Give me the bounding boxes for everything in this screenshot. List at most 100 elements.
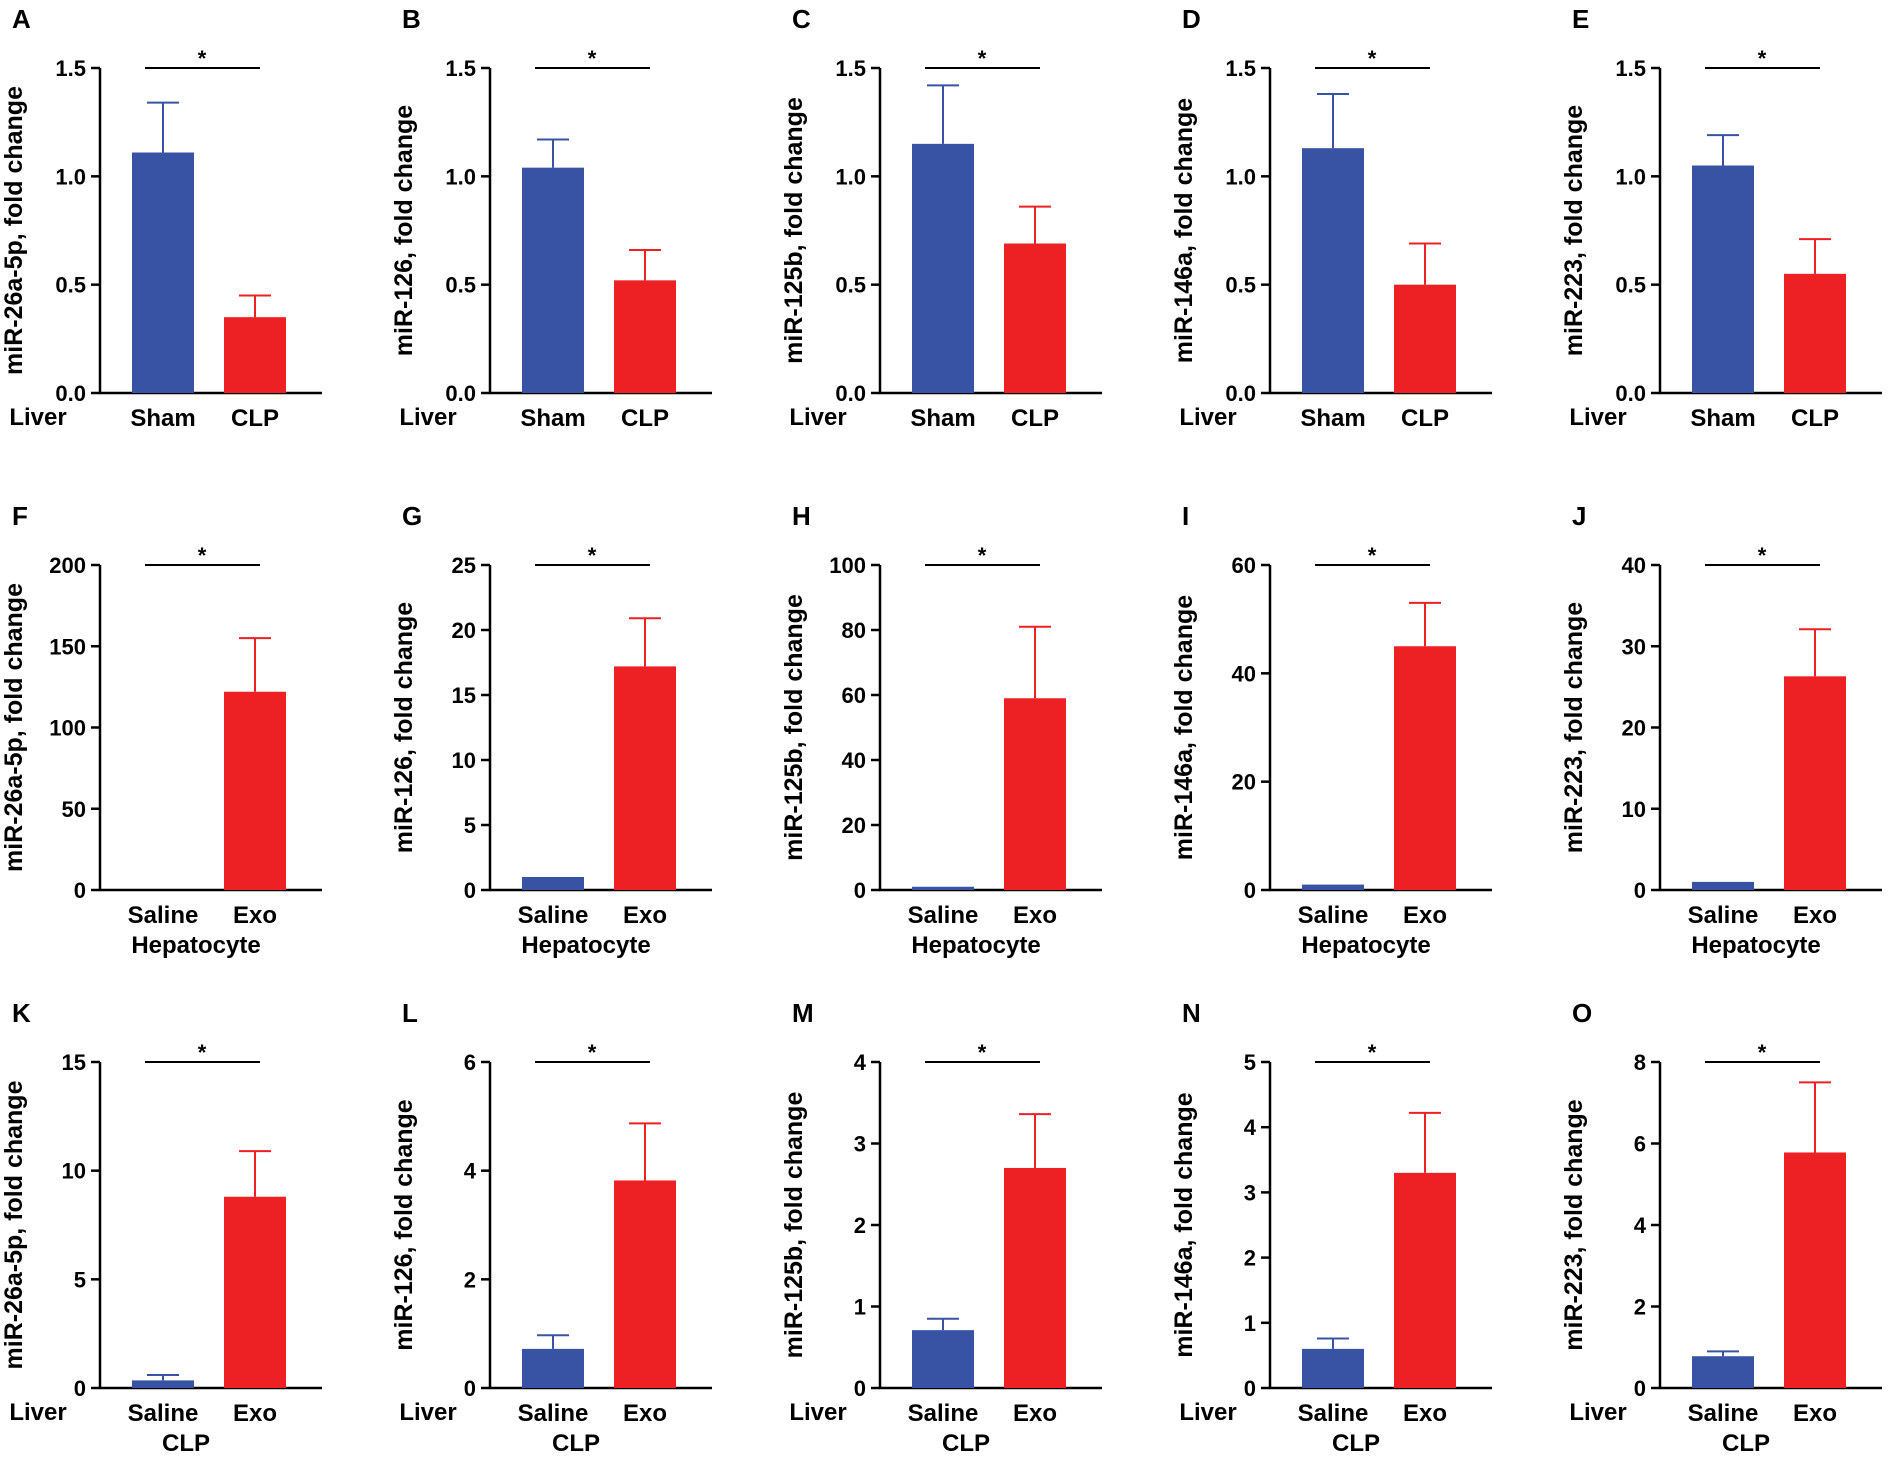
y-tick-label: 1.0: [55, 164, 86, 189]
significance-star: *: [588, 543, 597, 568]
y-tick-label: 4: [464, 1159, 477, 1184]
y-tick-label: 200: [49, 553, 86, 578]
bar-exo: [1004, 698, 1066, 890]
y-tick-label: 2: [1634, 1295, 1646, 1320]
panel-letter: N: [1182, 998, 1201, 1028]
group-label-secondary: CLP: [1722, 1430, 1770, 1457]
significance-star: *: [198, 543, 207, 568]
y-tick-label: 100: [49, 716, 86, 741]
bar-clp: [1394, 284, 1456, 393]
bar-exo: [1784, 1152, 1846, 1388]
y-tick-label: 10: [62, 1159, 86, 1184]
x-category-label: Exo: [1013, 1400, 1057, 1427]
y-tick-label: 40: [1232, 661, 1256, 686]
y-axis-label: miR-146a, fold change: [1170, 98, 1198, 363]
significance-star: *: [1758, 543, 1767, 568]
panel-letter: C: [792, 4, 811, 34]
significance-star: *: [978, 543, 987, 568]
y-axis-label: miR-223, fold change: [1560, 602, 1588, 854]
bar-exo: [614, 666, 676, 890]
panel-letter: K: [12, 998, 31, 1028]
significance-star: *: [978, 46, 987, 71]
y-tick-label: 0.0: [1225, 381, 1256, 406]
group-label: Hepatocyte: [521, 932, 650, 959]
panel-letter: D: [1182, 4, 1201, 34]
y-tick-label: 0.5: [1615, 273, 1646, 298]
significance-star: *: [1368, 1040, 1377, 1065]
bar-sham: [912, 143, 974, 393]
significance-star: *: [198, 1040, 207, 1065]
y-tick-label: 20: [1622, 716, 1646, 741]
group-label: Liver: [1569, 404, 1626, 431]
bar-clp: [1784, 273, 1846, 393]
group-label: Hepatocyte: [131, 932, 260, 959]
y-tick-label: 20: [1232, 770, 1256, 795]
y-tick-label: 4: [1244, 1115, 1257, 1140]
y-tick-label: 4: [854, 1050, 867, 1075]
y-tick-label: 0: [854, 1376, 866, 1401]
group-label: Hepatocyte: [1691, 932, 1820, 959]
y-axis-label: miR-125b, fold change: [780, 97, 808, 364]
x-category-label: Exo: [1013, 902, 1057, 929]
significance-star: *: [198, 46, 207, 71]
panel-letter: L: [402, 998, 418, 1028]
y-tick-label: 0.5: [445, 273, 476, 298]
group-label-secondary: CLP: [942, 1430, 990, 1457]
y-tick-label: 0: [1634, 1376, 1646, 1401]
group-label-secondary: CLP: [552, 1430, 600, 1457]
x-category-label: Exo: [233, 902, 277, 929]
bar-saline: [912, 886, 974, 890]
group-label: Liver: [399, 1399, 456, 1426]
y-axis-label: miR-223, fold change: [1560, 1099, 1588, 1351]
y-tick-label: 60: [842, 683, 866, 708]
y-tick-label: 0: [1244, 1376, 1256, 1401]
bar-exo: [614, 1180, 676, 1388]
bar-exo: [224, 691, 286, 890]
significance-star: *: [1758, 1040, 1767, 1065]
y-axis-label: miR-223, fold change: [1560, 105, 1588, 357]
y-axis-label: miR-126, fold change: [390, 602, 418, 854]
y-tick-label: 2: [854, 1213, 866, 1238]
x-category-label: Exo: [623, 902, 667, 929]
x-category-label: Exo: [1793, 1400, 1837, 1427]
y-axis-label: miR-146a, fold change: [1170, 595, 1198, 860]
panel-letter: G: [402, 501, 422, 531]
bar-saline: [522, 877, 584, 890]
y-tick-label: 2: [464, 1267, 476, 1292]
panel-letter: E: [1572, 4, 1589, 34]
y-tick-label: 150: [49, 634, 86, 659]
panel-letter: M: [792, 998, 814, 1028]
y-tick-label: 5: [74, 1267, 86, 1292]
y-tick-label: 10: [452, 748, 476, 773]
x-category-label: CLP: [231, 405, 279, 432]
y-axis-label: miR-26a-5p, fold change: [0, 1080, 28, 1369]
bar-saline: [1302, 884, 1364, 890]
y-tick-label: 0.0: [1615, 381, 1646, 406]
bar-sham: [132, 152, 194, 393]
group-label: Liver: [1569, 1399, 1626, 1426]
y-tick-label: 1: [854, 1295, 866, 1320]
panel-letter: O: [1572, 998, 1592, 1028]
y-axis-label: miR-125b, fold change: [780, 1092, 808, 1359]
bar-saline: [1692, 881, 1754, 890]
x-category-label: CLP: [621, 405, 669, 432]
y-tick-label: 1.5: [835, 56, 866, 81]
x-category-label: Saline: [1688, 902, 1759, 929]
y-tick-label: 0.5: [835, 273, 866, 298]
y-tick-label: 0: [464, 878, 476, 903]
y-axis-label: miR-26a-5p, fold change: [0, 86, 28, 375]
y-tick-label: 3: [1244, 1180, 1256, 1205]
y-tick-label: 4: [1634, 1213, 1647, 1238]
y-tick-label: 1.5: [1225, 56, 1256, 81]
x-category-label: Saline: [1298, 1400, 1369, 1427]
significance-star: *: [588, 46, 597, 71]
y-tick-label: 30: [1622, 634, 1646, 659]
y-tick-label: 0.0: [835, 381, 866, 406]
y-tick-label: 20: [452, 618, 476, 643]
